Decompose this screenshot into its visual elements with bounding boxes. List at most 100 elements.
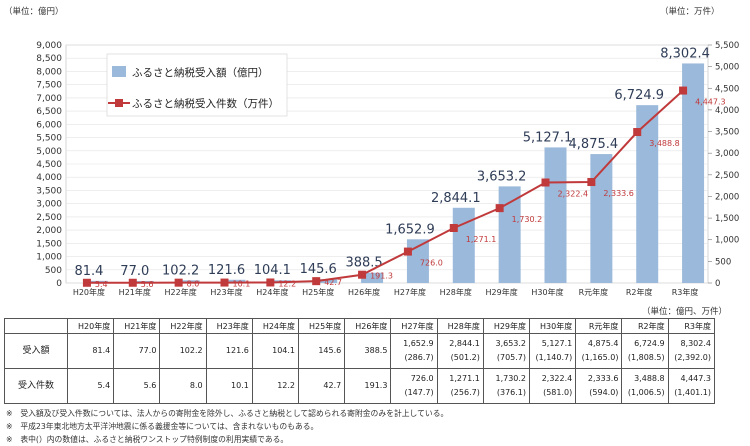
line-point [220, 278, 229, 287]
table-header-row: H20年度 H21年度 H22年度 H23年度 H24年度 H25年度 H26年度 H27年度… [4, 318, 716, 334]
series-line [86, 89, 684, 284]
table-cell: 388.5 [344, 333, 392, 369]
bar-value-label: 81.4 [74, 264, 103, 279]
line-point [587, 178, 596, 187]
y-right-tick-label: 4,500 [715, 84, 739, 94]
cell-value: 102.2 [179, 346, 203, 355]
y-right-tick-label: 0 [715, 279, 720, 289]
x-tick-label: H26年度 [348, 287, 380, 297]
y-right-tick-label: 3,000 [715, 149, 739, 159]
bar [544, 147, 567, 283]
x-tick-label: R3年度 [672, 287, 699, 297]
y-right-tick-label: 500 [715, 257, 731, 267]
table-header-cell: H20年度 [66, 318, 115, 334]
cell-onestop-value: (1,165.0) [581, 353, 619, 362]
footnote: ※ 受入額及び受入件数については、法人からの寄附金を除外し、ふるさと納税として認… [6, 409, 449, 418]
chart-area: 05001,0001,5002,0002,5003,0003,5004,0004… [36, 41, 739, 297]
cell-value: 12.2 [277, 381, 296, 390]
bar-value-label: 3,653.2 [477, 169, 527, 184]
line-point [541, 178, 550, 187]
cell-value: 2,333.6 [587, 374, 619, 383]
table-cell: 77.0 [113, 333, 161, 369]
table-cell: 8.0 [159, 368, 207, 404]
cell-onestop-value: (286.7) [404, 353, 434, 362]
x-tick-label: H20年度 [73, 287, 105, 297]
line-value-label: 5.6 [141, 280, 154, 289]
cell-onestop-value: (1,808.5) [627, 353, 665, 362]
cell-onestop-value: (1,006.5) [627, 388, 665, 397]
cell-value: 8,302.4 [680, 339, 711, 348]
data-table: H20年度 H21年度 H22年度 H23年度 H24年度 H25年度 H26年度 H27年度… [4, 318, 716, 404]
y-right-tick-label: 2,000 [715, 192, 739, 202]
line-point [312, 277, 321, 286]
line-point [358, 270, 367, 279]
table-cell: 42.7 [298, 368, 346, 404]
line-point [633, 128, 642, 137]
y-right-tick-label: 3,500 [715, 128, 739, 138]
y-left-tick-label: 6,000 [36, 120, 62, 130]
table-cell: 104.1 [251, 333, 300, 369]
y-left-tick-label: 1,500 [36, 239, 62, 249]
line-value-label: 4,447.3 [695, 98, 726, 107]
x-tick-label: H25年度 [302, 287, 334, 297]
table-header-cell: H28年度 [436, 318, 484, 334]
line-point [403, 247, 412, 256]
cell-value: 81.4 [92, 346, 111, 355]
line-value-label: 8.0 [187, 280, 200, 289]
x-tick-label: R元年度 [579, 287, 609, 297]
line-value-label: 1,271.1 [466, 235, 497, 244]
line-value-label: 10.1 [233, 280, 251, 289]
bar-value-label: 6,724.9 [614, 88, 664, 103]
table-corner-cell [4, 318, 68, 334]
table-cell: 2,322.4 (581.0) [529, 368, 577, 404]
table-cell: 2,844.1 (501.2) [436, 333, 484, 369]
x-tick-label: H24年度 [256, 287, 288, 297]
table-cell: 10.1 [205, 368, 253, 404]
cell-onestop-value: (1,401.1) [674, 388, 711, 397]
table-cell: 726.0 (147.7) [390, 368, 438, 404]
cell-onestop-value: (147.7) [404, 388, 434, 397]
line-value-label: 191.3 [370, 272, 393, 281]
table-cell: 145.6 [298, 333, 346, 369]
x-tick-label: H21年度 [119, 287, 151, 297]
table-cell: 81.4 [66, 333, 115, 369]
line-value-label: 42.7 [324, 278, 342, 287]
cell-value: 5,127.1 [541, 339, 573, 348]
bar [590, 154, 613, 283]
table-row-label: 受入額 [4, 333, 68, 369]
cell-value: 2,844.1 [449, 339, 480, 348]
bar [315, 279, 338, 283]
line-value-label: 1,730.2 [512, 215, 543, 224]
table-row-label: 受入件数 [4, 368, 68, 404]
y-left-tick-label: 0 [56, 279, 62, 289]
footnote: ※ 表中(）内の数値は、ふるさと納税ワンストップ特例制度の利用実績である。 [6, 435, 289, 444]
y-left-tick-label: 7,500 [36, 81, 62, 91]
table-cell: 12.2 [251, 368, 300, 404]
cell-value: 4,875.4 [587, 339, 619, 348]
cell-value: 2,322.4 [541, 374, 573, 383]
legend-line-marker [115, 99, 123, 107]
table-header-cell: H22年度 [159, 318, 207, 334]
cell-value: 5.6 [143, 381, 157, 390]
y-left-tick-label: 6,500 [36, 107, 62, 117]
x-tick-label: H29年度 [486, 287, 518, 297]
legend-bar-swatch [112, 66, 126, 77]
table-header-cell: R2年度 [621, 318, 669, 334]
line-value-label: 2,322.4 [558, 190, 589, 199]
y-right-tick-label: 1,500 [715, 214, 739, 224]
bar-value-label: 8,302.4 [660, 46, 710, 61]
y-left-tick-label: 5,000 [36, 147, 62, 157]
cell-onestop-value: (256.7) [450, 388, 480, 397]
table-cell: 3,653.2 (705.7) [482, 333, 531, 369]
legend-line-label: ふるさと納税受入件数（万件） [132, 97, 279, 110]
cell-onestop-value: (581.0) [543, 388, 573, 397]
bar-value-label: 2,844.1 [431, 191, 481, 206]
y-left-tick-label: 9,000 [36, 41, 62, 51]
table-cell: 4,875.4 (1,165.0) [575, 333, 623, 369]
cell-value: 191.3 [364, 381, 388, 390]
table-cell: 5.4 [66, 368, 115, 404]
cell-value: 5.4 [97, 381, 111, 390]
cell-onestop-value: (501.2) [450, 353, 480, 362]
cell-value: 1,730.2 [495, 374, 527, 383]
line-point [128, 278, 137, 287]
